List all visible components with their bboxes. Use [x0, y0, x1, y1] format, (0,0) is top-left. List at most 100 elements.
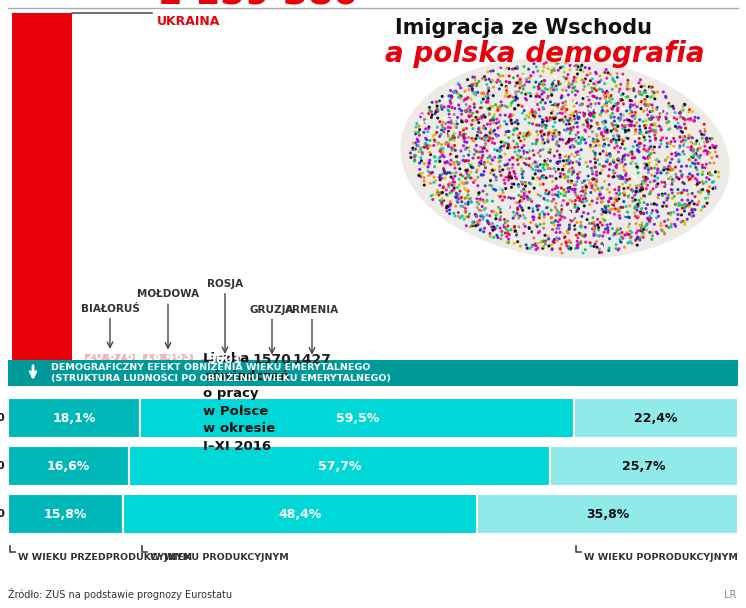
Point [615, 90, 627, 100]
Point [523, 223, 535, 232]
Point [625, 159, 637, 168]
Point [663, 101, 675, 111]
Point [494, 151, 506, 161]
Point [702, 186, 714, 196]
Point [548, 164, 560, 173]
Point [557, 165, 568, 174]
Point [489, 110, 501, 120]
Point [517, 71, 529, 81]
Point [521, 148, 533, 157]
Point [573, 204, 585, 214]
Text: 57,7%: 57,7% [318, 460, 362, 472]
Point [609, 185, 621, 195]
Point [605, 91, 617, 100]
Point [493, 84, 505, 94]
Point [481, 216, 493, 226]
Point [679, 199, 691, 209]
Point [495, 191, 507, 201]
Point [410, 122, 422, 132]
Point [582, 162, 594, 171]
Point [514, 74, 526, 84]
Point [656, 225, 668, 235]
Point [609, 204, 621, 213]
Point [542, 209, 554, 219]
Point [516, 102, 528, 111]
Point [524, 178, 536, 188]
Point [687, 144, 699, 154]
Point [494, 103, 506, 113]
Point [523, 118, 535, 128]
Point [633, 134, 645, 143]
Point [578, 81, 590, 91]
Point [695, 206, 707, 215]
Point [547, 78, 559, 88]
Point [460, 156, 471, 166]
Point [548, 235, 560, 244]
Point [573, 219, 585, 229]
Point [475, 170, 487, 180]
Point [559, 233, 571, 243]
Point [550, 112, 562, 122]
Point [649, 130, 661, 140]
Point [548, 128, 560, 138]
Point [594, 190, 606, 199]
Point [557, 85, 568, 95]
Point [683, 201, 695, 211]
Point [451, 157, 463, 167]
Point [617, 153, 629, 163]
Point [558, 72, 570, 82]
Point [663, 161, 675, 171]
Point [666, 154, 678, 164]
Point [513, 153, 524, 163]
Point [551, 224, 563, 233]
Text: 22,4%: 22,4% [635, 412, 678, 424]
Point [542, 164, 554, 173]
Point [438, 181, 450, 191]
Point [700, 159, 712, 169]
Point [557, 109, 568, 119]
Point [562, 237, 574, 247]
Point [480, 140, 492, 150]
Point [482, 157, 494, 167]
Point [545, 108, 557, 118]
Point [539, 230, 551, 240]
Point [436, 198, 448, 208]
Point [665, 137, 677, 147]
Point [638, 88, 650, 97]
Point [630, 108, 642, 117]
Point [436, 150, 448, 160]
Point [457, 202, 469, 212]
Point [570, 77, 582, 87]
Point [445, 97, 457, 106]
Point [620, 212, 632, 221]
Point [419, 115, 430, 125]
Point [452, 89, 464, 98]
Point [637, 208, 649, 218]
Point [568, 142, 580, 152]
Point [593, 98, 605, 108]
Point [439, 168, 451, 178]
Point [585, 99, 597, 109]
Point [472, 172, 484, 182]
Point [653, 190, 665, 199]
Point [686, 212, 698, 221]
Point [692, 200, 703, 210]
Point [585, 241, 597, 250]
Point [594, 149, 606, 159]
Point [410, 138, 421, 148]
Point [538, 237, 550, 246]
Point [438, 102, 450, 112]
Point [538, 237, 550, 246]
Point [608, 194, 620, 204]
Point [475, 159, 487, 168]
Point [524, 91, 536, 101]
Point [689, 159, 700, 169]
Point [565, 216, 577, 226]
Point [703, 138, 715, 148]
Point [604, 243, 615, 253]
Point [480, 131, 492, 140]
Point [503, 172, 515, 182]
Point [602, 68, 614, 78]
Point [697, 163, 709, 173]
Point [597, 183, 609, 193]
